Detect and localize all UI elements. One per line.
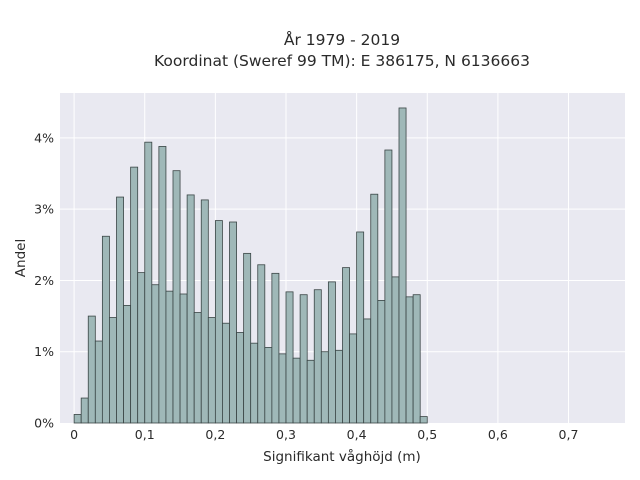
histogram-bar (377, 300, 386, 424)
y-tick-label: 4% (34, 130, 54, 145)
histogram-bar (243, 252, 252, 424)
histogram-bar (130, 166, 139, 424)
x-tick-label: 0,4 (347, 427, 367, 442)
histogram-bar (250, 342, 259, 424)
x-axis-ticks: 0 0,1 0,2 0,3 0,4 0,5 0,6 0,7 (70, 427, 578, 442)
histogram-bar (306, 359, 315, 424)
y-tick-label: 2% (34, 273, 54, 288)
histogram-bar (137, 272, 146, 424)
histogram-bar (151, 284, 160, 424)
histogram-bar (292, 357, 301, 424)
histogram-bar (179, 293, 188, 424)
x-tick-label: 0,6 (488, 427, 508, 442)
histogram-bar (285, 291, 294, 424)
histogram-bar (101, 235, 110, 424)
histogram-bar (229, 221, 237, 424)
histogram-bar (398, 107, 407, 424)
histogram-bar (257, 264, 266, 424)
y-tick-label: 1% (34, 344, 54, 359)
histogram-bar (356, 231, 365, 424)
histogram-bar (363, 318, 372, 424)
x-tick-label: 0,1 (135, 427, 155, 442)
x-tick-label: 0,7 (559, 427, 579, 442)
y-axis-ticks: 0% 1% 2% 3% 4% (34, 130, 54, 430)
histogram-bar (116, 196, 124, 424)
histogram-bar (327, 281, 336, 424)
histogram-bar (109, 317, 117, 424)
histogram-bar (123, 304, 132, 424)
histogram-bar (186, 194, 195, 424)
histogram-bar (200, 199, 209, 424)
y-tick-label: 0% (34, 416, 54, 431)
histogram-bar (236, 332, 245, 424)
histogram-bar (349, 333, 358, 424)
x-tick-label: 0 (70, 427, 78, 442)
histogram-bars (73, 107, 428, 424)
x-axis-title: Signifikant våghöjd (m) (263, 448, 421, 465)
histogram-bar (165, 290, 174, 424)
x-tick-label: 0,3 (276, 427, 296, 442)
histogram-bar (214, 220, 223, 424)
histogram-bar (193, 312, 202, 424)
x-tick-label: 0,2 (205, 427, 225, 442)
histogram-bar (264, 347, 273, 424)
chart-title-line-2: Koordinat (Sweref 99 TM): E 386175, N 61… (154, 52, 530, 70)
histogram-bar (222, 322, 230, 424)
histogram-bar (94, 340, 103, 424)
histogram-bar (419, 416, 428, 424)
histogram-bar (73, 414, 82, 424)
y-axis-title: Andel (13, 239, 29, 277)
histogram-bar (342, 267, 350, 424)
x-tick-label: 0,5 (417, 427, 437, 442)
chart-title: År 1979 - 2019 Koordinat (Sweref 99 TM):… (154, 30, 530, 70)
histogram-bar (384, 149, 393, 424)
histogram-bar (278, 353, 287, 424)
histogram-bar (87, 315, 96, 424)
histogram-bar (391, 276, 400, 424)
histogram-bar (405, 296, 414, 424)
histogram-bar (335, 349, 343, 424)
histogram-bar (320, 351, 329, 424)
histogram-bar (172, 170, 181, 424)
histogram-bar (158, 146, 167, 424)
chart-title-line-1: År 1979 - 2019 (284, 30, 400, 49)
histogram-bar (144, 141, 153, 424)
histogram-bar (80, 397, 89, 424)
histogram-bar (299, 294, 308, 424)
histogram-bar (412, 294, 421, 424)
histogram-bar (207, 317, 216, 424)
y-tick-label: 3% (34, 202, 54, 217)
histogram-bar (271, 272, 280, 424)
histogram-bar (313, 289, 322, 424)
histogram-bar (370, 193, 379, 424)
